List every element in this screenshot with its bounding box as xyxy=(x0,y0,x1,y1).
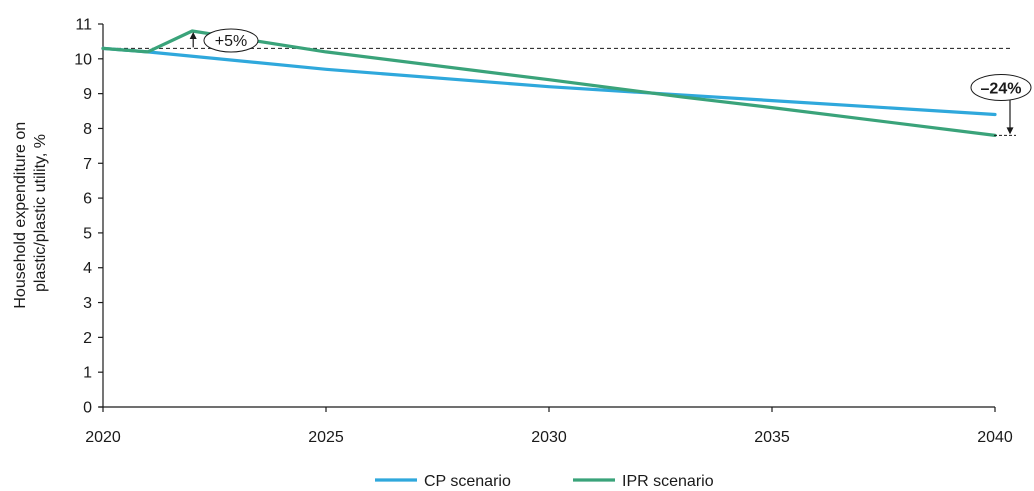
ipr-scenario-line xyxy=(101,29,997,137)
y-tick-label: 6 xyxy=(83,191,92,208)
y-tick-label: 0 xyxy=(83,400,92,417)
decrease-arrow-head xyxy=(1006,127,1014,135)
y-tick-label: 2 xyxy=(83,330,92,347)
x-tick-label: 2030 xyxy=(531,429,567,446)
increase-label-bubble xyxy=(203,28,259,53)
annotations: +5% –24% xyxy=(189,28,1032,136)
cp-scenario-line xyxy=(101,46,997,117)
x-tick-label: 2025 xyxy=(308,429,344,446)
x-tick-label: 2040 xyxy=(977,429,1013,446)
cp-legend-label: CP scenario xyxy=(424,473,511,490)
y-axis-title-line-1: Household expenditure on xyxy=(12,122,29,309)
y-tick-label: 4 xyxy=(83,260,92,277)
legend: CP scenario IPR scenario xyxy=(375,473,714,490)
increase-arrow-head xyxy=(189,31,197,39)
x-axis: 2020 2025 2030 2035 2040 xyxy=(85,406,1013,446)
x-tick-label: 2035 xyxy=(754,429,790,446)
y-tick-label: 11 xyxy=(75,17,92,34)
y-tick-label: 3 xyxy=(83,295,92,312)
y-tick-label: 10 xyxy=(74,51,92,68)
y-tick-label: 9 xyxy=(83,86,92,103)
increase-label: +5% xyxy=(215,33,247,50)
decrease-label: –24% xyxy=(981,81,1022,98)
y-axis: 0 1 2 3 4 5 6 7 8 9 10 11 xyxy=(74,17,104,417)
decrease-label-bubble xyxy=(970,74,1032,101)
ipr-legend-label: IPR scenario xyxy=(622,473,714,490)
y-axis-title-line-2: plastic/plastic utility, % xyxy=(32,134,49,292)
series-lines xyxy=(101,29,997,137)
y-tick-label: 5 xyxy=(83,225,92,242)
x-tick-label: 2020 xyxy=(85,429,121,446)
y-tick-label: 1 xyxy=(83,365,92,382)
y-axis-title: Household expenditure on plastic/plastic… xyxy=(12,117,49,308)
y-tick-label: 7 xyxy=(83,156,92,173)
y-tick-label: 8 xyxy=(83,121,92,138)
